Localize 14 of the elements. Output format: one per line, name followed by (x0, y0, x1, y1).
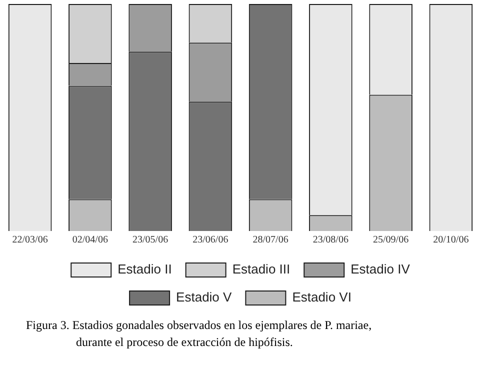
x-tick-label: 23/05/06 (132, 234, 168, 246)
legend-label: Estadio III (232, 262, 290, 277)
x-tick-label: 28/07/06 (252, 234, 288, 246)
legend-label: Estadio IV (350, 262, 410, 277)
legend-label: Estadio VI (292, 290, 352, 305)
legend-label: Estadio II (118, 262, 172, 277)
x-tick-label: 23/06/06 (192, 234, 228, 246)
x-tick-label: 23/08/06 (312, 234, 348, 246)
x-tick-label: 02/04/06 (72, 234, 108, 246)
x-tick-label: 22/03/06 (12, 234, 48, 246)
text: Figura 3. Estadios gonadales observados en los ejemplares de P. mariae, durante el proceso de extracción de hipófisis. (26, 317, 373, 351)
x-tick-label: 25/09/06 (373, 234, 409, 246)
x-tick-label: 20/10/06 (433, 234, 469, 246)
legend-label: Estadio V (176, 290, 232, 305)
